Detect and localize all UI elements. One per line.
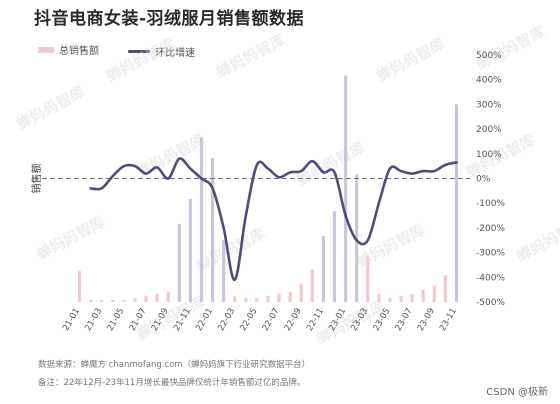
y-tick-label-right: 100% <box>476 150 502 160</box>
bar-sales <box>377 293 381 302</box>
y-tick-label-right: 200% <box>476 125 502 135</box>
y-tick-label-right: 300% <box>476 100 502 110</box>
bar-sales <box>89 299 93 302</box>
legend-swatch-line <box>128 49 151 53</box>
x-tick-label: 22-07 <box>261 307 282 333</box>
y-tick-label-right: -200% <box>476 224 505 234</box>
bar-sales <box>421 289 425 302</box>
bar-sales <box>199 137 204 302</box>
watermark-text: 蝉妈妈智库 <box>13 82 88 133</box>
bar-sales <box>432 285 436 302</box>
x-tick-label: 23-07 <box>394 307 415 333</box>
bar-sales <box>144 295 148 302</box>
x-tick-label: 21-03 <box>83 307 104 333</box>
legend-label-sales: 总销售额 <box>59 46 99 57</box>
y-tick-label-right: -300% <box>476 249 505 259</box>
watermark-text: 蝉妈妈智库 <box>473 22 548 73</box>
bar-sales <box>100 299 104 302</box>
growth-line <box>89 157 458 282</box>
x-tick-label: 22-03 <box>216 307 237 333</box>
bar-sales <box>155 293 159 302</box>
bar-sales <box>177 223 181 302</box>
watermark-text: 蝉妈妈智库 <box>373 34 448 85</box>
bar-sales <box>299 283 303 302</box>
bar-sales <box>122 299 126 302</box>
bar-sales <box>388 297 392 302</box>
bar-sales <box>133 297 137 302</box>
bar-sales <box>321 236 325 302</box>
bar-sales <box>332 211 337 302</box>
y-tick-label-right: 400% <box>476 76 502 86</box>
x-tick-label: 22-05 <box>239 307 260 333</box>
bar-sales <box>399 295 403 302</box>
y-tick-label-right: -500% <box>476 298 505 308</box>
bar-sales <box>244 297 248 302</box>
watermark-text: 蝉妈妈智库 <box>213 30 288 81</box>
legend-swatch-bar <box>38 46 54 53</box>
chart-title: 抖音电商女装-羽绒服月销售额数据 <box>34 9 305 29</box>
bar-sales <box>233 295 237 302</box>
watermark-text: 蝉妈妈智库 <box>33 212 108 263</box>
watermark-text: 蝉妈妈智库 <box>513 214 560 265</box>
x-tick-label: 22-09 <box>283 307 304 333</box>
bar-sales <box>410 293 414 302</box>
y-tick-label-right: 0% <box>476 175 491 185</box>
bar-sales <box>310 269 314 302</box>
bar-sales <box>288 291 292 302</box>
y-tick-label-right: 500% <box>476 51 502 61</box>
bar-sales <box>454 104 459 303</box>
remark-note: 备注：22年12月-23年11月增长最快品牌仅统计年销售额过亿的品牌。 <box>38 378 306 388</box>
watermark-text: 蝉妈妈智库 <box>353 220 428 271</box>
legend-item-growth: 环比增速 <box>128 44 195 59</box>
bar-sales <box>166 291 170 302</box>
legend-item-sales: 总销售额 <box>38 42 99 57</box>
bar-sales <box>344 75 348 302</box>
bar-sales <box>443 275 447 302</box>
x-tick-label: 23-11 <box>438 307 459 333</box>
bar-sales <box>188 199 192 302</box>
x-tick-label: 23-09 <box>416 307 437 333</box>
bar-sales <box>277 293 281 302</box>
bar-sales <box>211 157 215 302</box>
bar-sales <box>77 271 82 302</box>
legend: 总销售额 环比增速 <box>38 42 221 59</box>
legend-label-growth: 环比增速 <box>155 47 196 59</box>
x-tick-label: 21-05 <box>105 307 126 333</box>
credit-label: CSDN @极新 <box>486 387 548 398</box>
chart-notes: 数据来源：蝉魔方 chanmofang.com（蝉妈妈旗下行业研究数据平台） 备… <box>38 356 310 392</box>
y-tick-label-right: -400% <box>476 273 505 283</box>
bar-sales <box>366 256 370 302</box>
source-note: 数据来源：蝉魔方 chanmofang.com（蝉妈妈旗下行业研究数据平台） <box>38 360 311 370</box>
y-tick-label-right: -100% <box>476 199 505 209</box>
bar-sales <box>222 240 226 302</box>
watermark-text: 蝉妈妈智库 <box>103 34 178 85</box>
bar-sales <box>255 297 259 302</box>
bar-sales <box>111 299 115 302</box>
bar-sales <box>266 295 270 302</box>
x-tick-label: 21-01 <box>61 307 82 333</box>
